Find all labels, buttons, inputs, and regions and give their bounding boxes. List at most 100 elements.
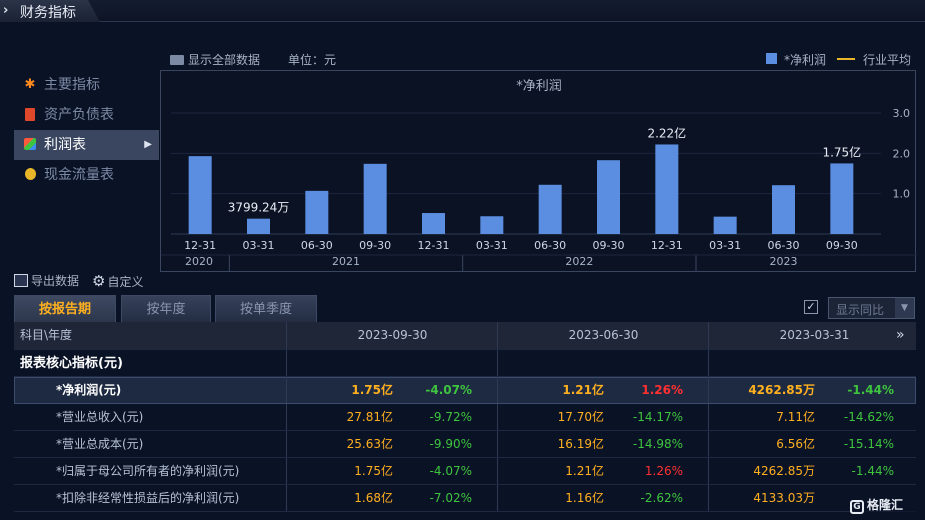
watermark-logo: G 格隆汇 <box>850 496 920 514</box>
table-row[interactable]: *净利润(元) 1.75亿 -4.07% 1.21亿 1.26% 4262.85万 -1.4… <box>14 377 916 404</box>
section-label: 报表核心指标(元) <box>20 356 123 371</box>
chevron-right-icon: › <box>3 3 9 18</box>
bar <box>538 184 562 234</box>
x-tick-label: 03-31 <box>476 239 508 252</box>
row-label: *净利润(元) <box>56 383 122 397</box>
column-divider <box>286 322 287 349</box>
cell-yoy-change: -15.14% <box>843 437 894 451</box>
chevron-down-icon: ▼ <box>895 298 914 318</box>
column-divider <box>286 485 287 511</box>
y-tick-label: 1.0 <box>893 188 911 201</box>
export-data-button[interactable]: 导出数据 <box>14 272 79 289</box>
data-label: 2.22亿 <box>647 125 686 140</box>
cell-value: 1.75亿 <box>354 464 393 478</box>
column-divider <box>497 377 498 403</box>
cell-yoy-change: 1.26% <box>644 464 683 478</box>
cell-yoy-change: -4.07% <box>425 383 472 397</box>
bar <box>655 144 679 234</box>
cell-value: 1.21亿 <box>562 383 604 397</box>
cell-yoy-change: -9.90% <box>429 437 472 451</box>
cube-icon <box>23 138 37 152</box>
document-icon <box>23 108 37 122</box>
header-label: 科目\年度 <box>20 328 73 342</box>
bar <box>772 185 795 234</box>
legend-net-profit: *净利润 <box>784 53 827 67</box>
watermark-text: 格隆汇 <box>867 498 904 512</box>
column-date-1: 2023-09-30 <box>357 328 428 342</box>
row-label: *营业总成本(元) <box>56 437 144 451</box>
compare-checkbox[interactable]: ✓ <box>804 300 818 314</box>
sidebar-nav: ✱ 主要指标 资产负债表 利润表 ▶ 现金流量表 <box>14 70 159 190</box>
header-tab <box>0 0 100 22</box>
cell-value: 17.70亿 <box>557 410 604 424</box>
cell-value: 27.81亿 <box>346 410 393 424</box>
x-tick-label: 03-31 <box>709 239 741 252</box>
x-tick-label: 09-30 <box>359 239 391 252</box>
legend-industry-avg[interactable]: 行业平均 <box>863 53 912 67</box>
table-row[interactable]: *归属于母公司所有者的净利润(元) 1.75亿 -4.07% 1.21亿 1.26% 42… <box>14 458 916 485</box>
bar <box>422 213 445 234</box>
table-section-row: 报表核心指标(元) <box>14 350 916 377</box>
sidebar-item-main-indicators[interactable]: ✱ 主要指标 <box>14 70 159 100</box>
net-profit-chart: *净利润 1.0 2.0 3.0 12-31 03-31 06-30 09-30 12-31 03… <box>160 70 917 272</box>
comment-icon <box>170 55 184 65</box>
y-tick-label: 2.0 <box>893 147 911 160</box>
sidebar-item-income-statement[interactable]: 利润表 ▶ <box>14 130 159 160</box>
sidebar-item-cash-flow[interactable]: 现金流量表 <box>14 160 159 190</box>
sidebar-item-label: 主要指标 <box>44 77 100 93</box>
sidebar-item-balance-sheet[interactable]: 资产负债表 <box>14 100 159 130</box>
cell-yoy-change: -7.02% <box>429 491 472 505</box>
x-tick-label: 06-30 <box>768 239 800 252</box>
cell-value: 4262.85万 <box>753 464 815 478</box>
cell-yoy-change: -14.98% <box>632 437 683 451</box>
column-divider <box>497 485 498 511</box>
cell-value: 4133.03万 <box>753 491 815 505</box>
caret-right-icon: ▶ <box>144 139 152 150</box>
bar <box>363 163 387 234</box>
table-row[interactable]: *扣除非经常性损益后的净利润(元) 1.68亿 -7.02% 1.16亿 -2.62% 4… <box>14 485 916 512</box>
column-divider <box>708 350 709 376</box>
row-label: *营业总收入(元) <box>56 410 144 424</box>
window-header: › 财务指标 <box>0 0 925 22</box>
export-icon <box>14 274 28 287</box>
cell-value: 1.68亿 <box>354 491 393 505</box>
table-row[interactable]: *营业总收入(元) 27.81亿 -9.72% 17.70亿 -14.17% 7.11亿 -… <box>14 404 916 431</box>
column-divider <box>286 431 287 457</box>
cell-yoy-change: 1.26% <box>641 383 683 397</box>
more-columns-button[interactable]: » <box>896 327 905 343</box>
x-tick-label: 09-30 <box>593 239 625 252</box>
column-divider <box>497 431 498 457</box>
compare-select[interactable]: 显示同比 ▼ <box>828 297 915 319</box>
cell-value: 16.19亿 <box>557 437 604 451</box>
page-title: 财务指标 <box>20 5 76 21</box>
year-label: 2023 <box>770 255 798 268</box>
tab-by-year[interactable]: 按年度 <box>121 295 211 322</box>
column-divider <box>497 458 498 484</box>
tab-by-report-period[interactable]: 按报告期 <box>14 295 116 322</box>
bar <box>305 190 329 234</box>
cell-yoy-change: -14.17% <box>632 410 683 424</box>
cell-yoy-change: -9.72% <box>429 410 472 424</box>
customize-button[interactable]: ⚙ 自定义 <box>92 272 143 290</box>
x-tick-label: 03-31 <box>243 239 275 252</box>
data-label: 1.75亿 <box>822 144 861 159</box>
tab-by-quarter[interactable]: 按单季度 <box>215 295 317 322</box>
star-burst-icon: ✱ <box>24 77 36 92</box>
table-row[interactable]: *营业总成本(元) 25.63亿 -9.90% 16.19亿 -14.98% 6.56亿 -… <box>14 431 916 458</box>
show-all-data-toggle[interactable]: 显示全部数据 <box>170 51 260 68</box>
column-divider <box>286 377 287 403</box>
data-label: 3799.24万 <box>228 201 290 215</box>
logo-icon: G <box>850 500 864 514</box>
cell-yoy-change: -1.44% <box>847 383 894 397</box>
cell-yoy-change: -4.07% <box>429 464 472 478</box>
legend-swatch-industry-avg <box>837 58 855 60</box>
cell-value: 1.16亿 <box>565 491 604 505</box>
year-label: 2022 <box>565 255 593 268</box>
column-divider <box>708 485 709 511</box>
year-label: 2021 <box>332 255 360 268</box>
sidebar-item-label: 现金流量表 <box>44 167 114 183</box>
column-divider <box>286 458 287 484</box>
column-divider <box>708 377 709 403</box>
column-divider <box>286 404 287 430</box>
export-label: 导出数据 <box>31 274 80 288</box>
